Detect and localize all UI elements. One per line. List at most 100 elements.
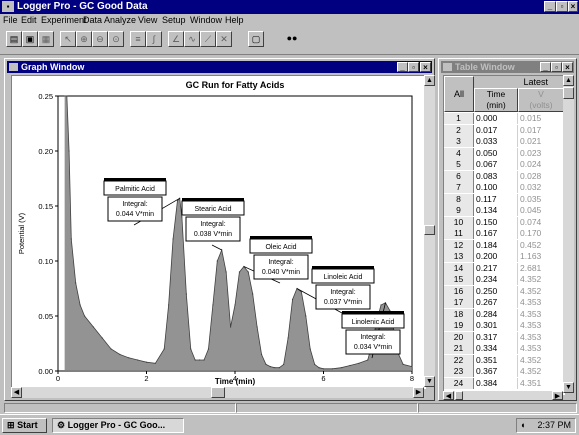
delete-icon[interactable]: ✕ — [216, 31, 232, 47]
integral-icon[interactable]: ∫ — [146, 31, 162, 47]
scroll-right-icon[interactable]: ▶ — [413, 387, 424, 398]
annotation-integral-box — [107, 196, 163, 222]
table-row[interactable]: 17 0.267 4.353 — [444, 297, 564, 308]
data-point — [287, 337, 289, 339]
table-row[interactable]: 19 0.301 4.353 — [444, 320, 564, 331]
zoom-in-icon[interactable]: ⊕ — [76, 31, 92, 47]
stats-icon[interactable]: ≡ — [130, 31, 146, 47]
table-row[interactable]: 9 0.134 0.045 — [444, 205, 564, 216]
speaker-icon[interactable]: ◖ — [520, 420, 526, 430]
table-row[interactable]: 11 0.167 0.170 — [444, 228, 564, 239]
menu-analyze[interactable]: Analyze — [104, 15, 137, 25]
data-point — [145, 361, 148, 363]
table-maximize-icon[interactable]: ▫ — [551, 62, 562, 72]
start-button[interactable]: ⊞ Start — [2, 418, 47, 433]
table-scroll-left-icon[interactable]: ◀ — [443, 391, 454, 400]
table-row[interactable]: 22 0.351 4.352 — [444, 354, 564, 366]
table-scroll-up-icon[interactable]: ▲ — [563, 75, 574, 86]
zoom-out-icon[interactable]: ⊖ — [92, 31, 108, 47]
annotation-integral-value: 0.044 V*min — [116, 211, 154, 218]
table-row[interactable]: 2 0.017 0.017 — [444, 124, 564, 136]
table-minimize-icon[interactable]: _ — [540, 62, 551, 72]
table-row[interactable]: 3 0.033 0.021 — [444, 136, 564, 147]
app-title: Logger Pro - GC Good Data — [17, 1, 148, 12]
menu-data[interactable]: Data — [83, 15, 103, 25]
table-row[interactable]: 24 0.384 4.351 — [444, 377, 564, 389]
table-window-icon[interactable] — [443, 63, 452, 71]
menu-view[interactable]: View — [138, 15, 158, 25]
table-row[interactable]: 18 0.284 4.353 — [444, 308, 564, 320]
graph-close-icon[interactable]: × — [420, 62, 431, 72]
collect-icon[interactable]: ▢ — [248, 31, 264, 47]
menu-experiment[interactable]: Experiment — [41, 15, 87, 25]
scroll-up-icon[interactable]: ▲ — [424, 75, 435, 86]
menu-edit[interactable]: Edit — [21, 15, 37, 25]
table-row[interactable]: 13 0.200 1.163 — [444, 251, 564, 262]
table-scroll-thumb[interactable] — [563, 87, 574, 99]
table-scroll-right-icon[interactable]: ▶ — [552, 391, 563, 400]
menu-file[interactable]: File — [3, 15, 18, 25]
windows-logo-icon: ⊞ — [7, 420, 15, 430]
scroll-left-icon[interactable]: ◀ — [11, 387, 22, 398]
graph-horizontal-scrollbar[interactable]: ◀ ▶ — [11, 387, 424, 398]
save-icon[interactable]: ▣ — [22, 31, 38, 47]
status-panel-mid — [236, 403, 418, 413]
menu-help[interactable]: Help — [225, 15, 244, 25]
table-row[interactable]: 15 0.234 4.352 — [444, 274, 564, 285]
table-hscroll-thumb[interactable] — [455, 391, 463, 400]
table-row[interactable]: 10 0.150 0.074 — [444, 216, 564, 228]
autoscale-icon[interactable]: ⊙ — [108, 31, 124, 47]
graph-maximize-icon[interactable]: ▫ — [408, 62, 419, 72]
maximize-icon[interactable]: ▫ — [556, 1, 568, 12]
taskbar-task-logger-pro[interactable]: ⚙ Logger Pro - GC Goo... — [52, 418, 184, 433]
graph-vertical-scrollbar[interactable]: ▲ ▼ — [424, 75, 435, 387]
table-row[interactable]: 6 0.083 0.028 — [444, 170, 564, 182]
table-scroll-down-icon[interactable]: ▼ — [563, 382, 574, 393]
open-icon[interactable]: ▤ — [6, 31, 22, 47]
select-all-button[interactable]: All — [444, 76, 474, 112]
cell-voltage: 4.352 — [520, 366, 542, 376]
table-horizontal-scrollbar[interactable]: ◀ ▶ — [443, 391, 563, 400]
close-icon[interactable]: × — [568, 1, 578, 12]
hscroll-thumb[interactable] — [211, 387, 225, 398]
scroll-thumb[interactable] — [424, 225, 435, 235]
app-icon[interactable]: ▪ — [2, 1, 14, 12]
table-row[interactable]: 12 0.184 0.452 — [444, 239, 564, 251]
data-point — [291, 298, 294, 301]
table-row[interactable]: 4 0.050 0.023 — [444, 147, 564, 159]
menu-window[interactable]: Window — [190, 15, 223, 25]
table-row[interactable]: 23 0.367 4.352 — [444, 366, 564, 377]
table-vertical-scrollbar[interactable]: ▲ ▼ — [563, 75, 574, 393]
cell-time: 0.384 — [476, 377, 498, 388]
scroll-down-icon[interactable]: ▼ — [424, 376, 435, 387]
y-tick-label: 0.25 — [38, 92, 53, 101]
linear-fit-icon[interactable]: ⟋ — [200, 31, 216, 47]
table-row[interactable]: 16 0.250 4.352 — [444, 285, 564, 297]
chart[interactable]: GC Run for Fatty Acids 0.00 0.05 0.10 0.15 0.… — [12, 76, 423, 386]
table-row[interactable]: 21 0.334 4.353 — [444, 343, 564, 354]
cell-voltage: 0.032 — [520, 182, 542, 192]
cell-voltage: 4.352 — [520, 285, 542, 296]
table-row[interactable]: 5 0.067 0.024 — [444, 159, 564, 170]
column-header-voltage[interactable]: V (volts) — [518, 88, 564, 112]
graph-minimize-icon[interactable]: _ — [397, 62, 408, 72]
data-point — [68, 150, 70, 152]
curve-fit-icon[interactable]: ∿ — [184, 31, 200, 47]
table-close-icon[interactable]: × — [562, 62, 573, 72]
table-row[interactable]: 7 0.100 0.032 — [444, 182, 564, 193]
tangent-icon[interactable]: ∠ — [168, 31, 184, 47]
minimize-icon[interactable]: _ — [544, 1, 556, 12]
peak-annotation: Palmitic Acid Integral: 0.044 V*min — [103, 178, 180, 226]
table-row[interactable]: 8 0.117 0.035 — [444, 193, 564, 205]
print-icon[interactable]: ▦ — [38, 31, 54, 47]
data-table[interactable]: All Latest Time (min) V (volts) 1 0.000 0.… — [443, 75, 565, 395]
menu-setup[interactable]: Setup — [162, 15, 186, 25]
column-header-time[interactable]: Time (min) — [474, 88, 518, 112]
examine-icon[interactable]: ↖ — [60, 31, 76, 47]
graph-window-icon[interactable] — [9, 63, 18, 71]
table-row[interactable]: 14 0.217 2.681 — [444, 262, 564, 274]
run-indicator-icon[interactable]: ●● — [282, 31, 302, 47]
plot-area[interactable]: GC Run for Fatty Acids 0.00 0.05 0.10 0.15 0.… — [11, 75, 426, 389]
table-row[interactable]: 1 0.000 0.015 — [444, 113, 564, 124]
table-row[interactable]: 20 0.317 4.353 — [444, 331, 564, 343]
